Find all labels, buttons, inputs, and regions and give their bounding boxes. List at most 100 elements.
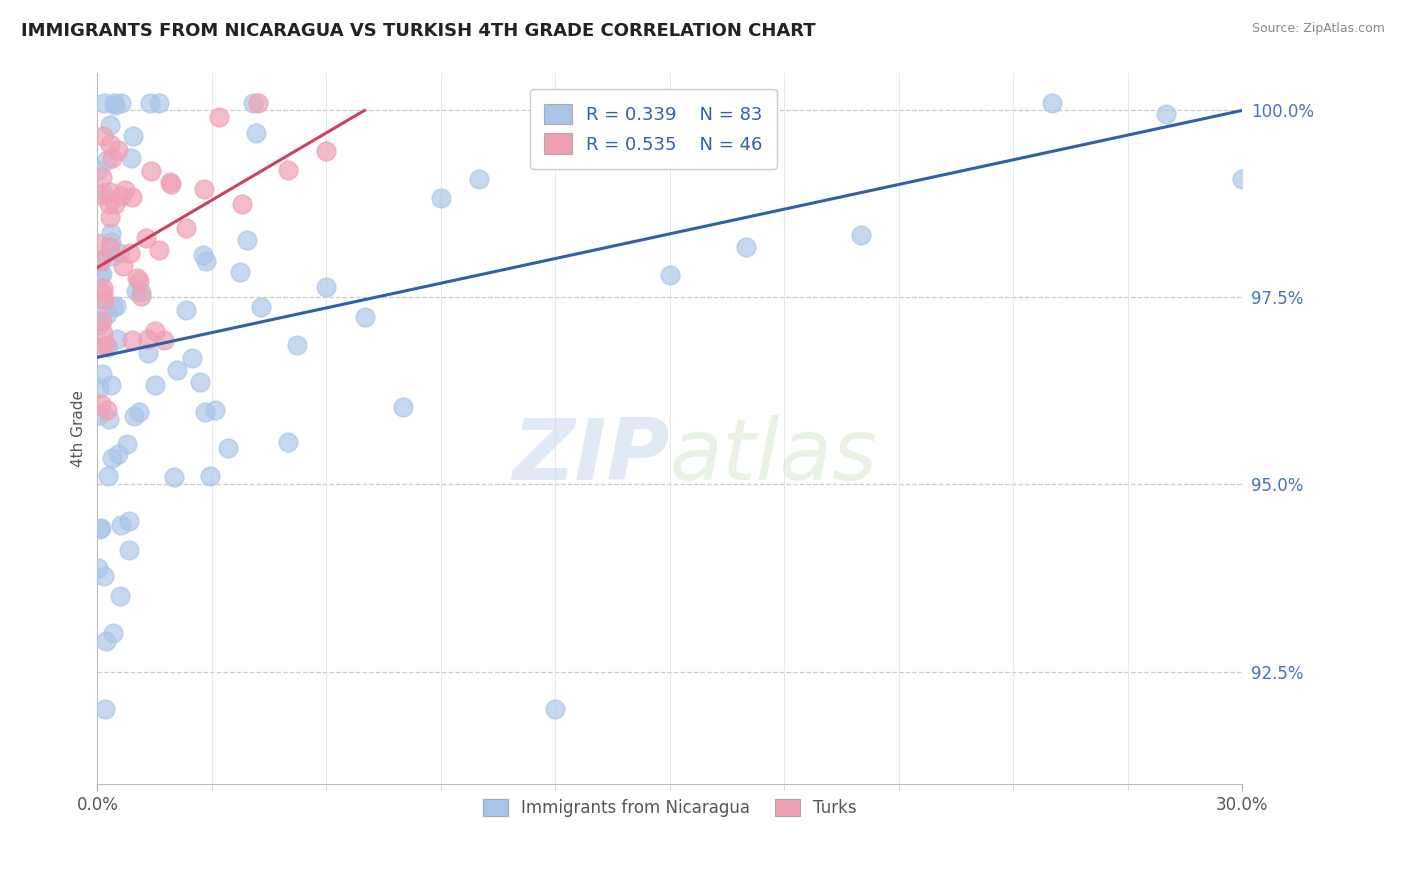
- Point: [90, 397, 112, 411]
- Point: [245, 126, 267, 140]
- Point: [105, 332, 128, 346]
- Point: [118, 246, 141, 260]
- Point: [89, 187, 111, 202]
- Point: [125, 284, 148, 298]
- Point: [101, 151, 124, 165]
- Point: [121, 333, 143, 347]
- Point: [104, 197, 127, 211]
- Point: [143, 324, 166, 338]
- Point: [235, 233, 257, 247]
- Point: [194, 254, 217, 268]
- Point: [91, 186, 114, 200]
- Point: [104, 97, 127, 112]
- Point: [229, 265, 252, 279]
- Point: [110, 95, 132, 110]
- Point: [90, 340, 112, 354]
- Point: [97, 468, 120, 483]
- Point: [159, 176, 181, 190]
- Point: [136, 332, 159, 346]
- Point: [98, 211, 121, 225]
- Point: [93, 702, 115, 716]
- Point: [128, 274, 150, 288]
- Point: [101, 626, 124, 640]
- Point: [114, 183, 136, 197]
- Point: [90, 253, 112, 268]
- Point: [101, 450, 124, 465]
- Point: [204, 403, 226, 417]
- Point: [87, 318, 110, 333]
- Point: [166, 362, 188, 376]
- Point: [89, 254, 111, 268]
- Point: [153, 333, 176, 347]
- Point: [735, 239, 758, 253]
- Point: [181, 351, 204, 366]
- Point: [87, 313, 110, 327]
- Point: [90, 520, 112, 534]
- Point: [217, 441, 239, 455]
- Point: [110, 189, 132, 203]
- Point: [159, 177, 181, 191]
- Point: [139, 95, 162, 110]
- Point: [98, 185, 121, 199]
- Point: [242, 95, 264, 110]
- Point: [174, 303, 197, 318]
- Point: [115, 436, 138, 450]
- Point: [198, 469, 221, 483]
- Point: [111, 260, 134, 274]
- Point: [91, 286, 114, 301]
- Point: [849, 227, 872, 242]
- Point: [315, 279, 337, 293]
- Point: [100, 235, 122, 249]
- Point: [96, 307, 118, 321]
- Point: [250, 301, 273, 315]
- Y-axis label: 4th Grade: 4th Grade: [72, 390, 86, 467]
- Point: [90, 367, 112, 381]
- Point: [136, 345, 159, 359]
- Point: [91, 128, 114, 143]
- Point: [87, 163, 110, 178]
- Point: [96, 338, 118, 352]
- Point: [98, 137, 121, 152]
- Point: [110, 518, 132, 533]
- Point: [468, 172, 491, 186]
- Point: [87, 408, 110, 422]
- Point: [658, 268, 681, 282]
- Point: [128, 405, 150, 419]
- Point: [121, 128, 143, 143]
- Point: [87, 561, 110, 575]
- Point: [89, 268, 111, 282]
- Point: [103, 95, 125, 110]
- Point: [93, 95, 115, 110]
- Point: [98, 119, 121, 133]
- Point: [162, 470, 184, 484]
- Point: [135, 231, 157, 245]
- Point: [1040, 95, 1063, 110]
- Point: [246, 95, 269, 110]
- Point: [105, 299, 128, 313]
- Point: [110, 589, 132, 603]
- Point: [208, 110, 231, 124]
- Text: atlas: atlas: [669, 416, 877, 499]
- Point: [193, 248, 215, 262]
- Point: [100, 226, 122, 240]
- Point: [93, 569, 115, 583]
- Point: [100, 378, 122, 392]
- Point: [277, 162, 299, 177]
- Point: [1154, 106, 1177, 120]
- Point: [97, 340, 120, 354]
- Point: [107, 447, 129, 461]
- Point: [108, 245, 131, 260]
- Point: [430, 191, 453, 205]
- Point: [122, 409, 145, 423]
- Point: [129, 289, 152, 303]
- Point: [544, 702, 567, 716]
- Point: [86, 236, 108, 251]
- Point: [90, 169, 112, 184]
- Point: [107, 143, 129, 157]
- Point: [90, 314, 112, 328]
- Point: [148, 243, 170, 257]
- Point: [129, 285, 152, 299]
- Point: [121, 190, 143, 204]
- Text: Source: ZipAtlas.com: Source: ZipAtlas.com: [1251, 22, 1385, 36]
- Point: [89, 522, 111, 536]
